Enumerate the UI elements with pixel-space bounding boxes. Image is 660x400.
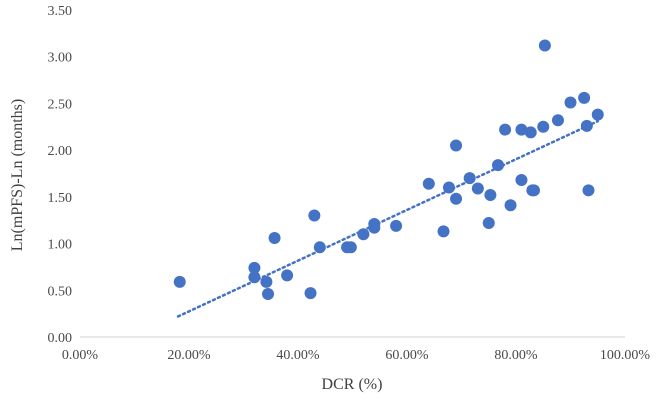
y-tick-label: 2.00 (48, 144, 73, 159)
data-point (484, 188, 497, 201)
x-tick-label: 80.00% (494, 348, 538, 363)
data-point (578, 91, 591, 104)
data-point (260, 275, 273, 288)
data-point (422, 177, 435, 190)
y-tick-label: 1.50 (48, 191, 73, 206)
x-tick-label: 60.00% (385, 348, 429, 363)
data-point (248, 261, 261, 274)
data-point (357, 228, 370, 241)
data-point (515, 123, 528, 136)
data-point (551, 114, 564, 127)
data-point (499, 123, 512, 136)
data-point (471, 182, 484, 195)
data-point (580, 119, 593, 132)
data-point (344, 241, 357, 254)
y-tick-label: 0.50 (48, 284, 73, 299)
data-point (390, 219, 403, 232)
data-point (527, 184, 540, 197)
data-point (281, 269, 294, 282)
data-point (173, 275, 186, 288)
data-point (308, 209, 321, 222)
data-point (515, 174, 528, 187)
data-point (463, 172, 476, 185)
data-point (582, 184, 595, 197)
data-point (304, 287, 317, 300)
y-tick-label: 3.50 (48, 4, 73, 19)
data-point (538, 39, 551, 52)
data-point (564, 96, 577, 109)
y-tick-label: 2.50 (48, 97, 73, 112)
data-point (450, 139, 463, 152)
x-tick-label: 40.00% (276, 348, 320, 363)
data-point (368, 221, 381, 234)
x-tick-label: 20.00% (167, 348, 211, 363)
data-point (482, 217, 495, 230)
y-tick-label: 0.00 (48, 331, 73, 346)
data-point (591, 108, 604, 121)
data-point (268, 231, 281, 244)
x-tick-label: 100.00% (600, 348, 651, 363)
data-point (524, 126, 537, 139)
data-point (450, 192, 463, 205)
data-point (248, 271, 261, 284)
data-point (442, 181, 455, 194)
y-tick-label: 1.00 (48, 238, 73, 253)
y-axis-title: Ln(mPFS)-Ln (months) (9, 99, 26, 251)
data-point (437, 225, 450, 238)
x-tick-label: 0.00% (62, 348, 99, 363)
data-point (492, 159, 505, 172)
x-axis-title: DCR (%) (322, 376, 383, 393)
y-tick-label: 3.00 (48, 51, 73, 66)
trendline (176, 119, 599, 318)
data-point (313, 241, 326, 254)
data-point (504, 199, 517, 212)
data-point (537, 120, 550, 133)
data-point (262, 288, 275, 301)
